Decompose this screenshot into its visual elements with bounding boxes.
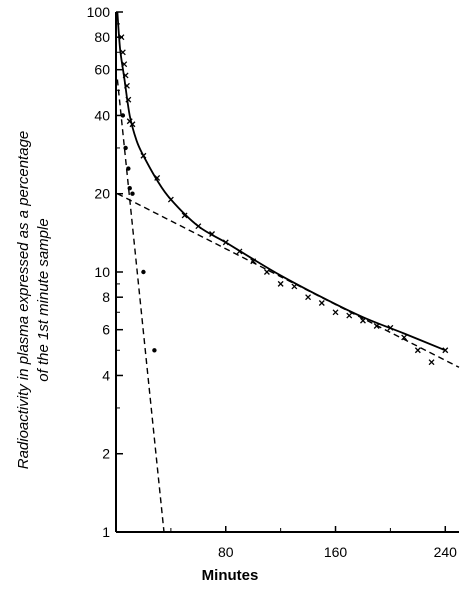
fit-line-dashed bbox=[117, 193, 460, 368]
cross-stroke bbox=[428, 359, 435, 366]
data-point-cross bbox=[360, 317, 366, 324]
data-point-cross bbox=[119, 49, 126, 56]
data-point-dot bbox=[141, 269, 146, 275]
data-point-cross bbox=[332, 309, 339, 316]
data-point-cross bbox=[122, 72, 129, 79]
cross-stroke bbox=[305, 294, 312, 301]
x-tick-label: 240 bbox=[434, 544, 458, 560]
cross-stroke bbox=[236, 248, 243, 255]
data-point-cross bbox=[236, 248, 243, 255]
cross-stroke bbox=[124, 82, 130, 89]
x-tick-label: 80 bbox=[218, 544, 234, 560]
cross-stroke bbox=[387, 324, 394, 331]
y-axis-label-line-1: Radioactivity in plasma expressed as a p… bbox=[15, 130, 32, 470]
axes bbox=[115, 12, 459, 533]
cross-stroke bbox=[291, 283, 298, 290]
data-points bbox=[118, 34, 449, 366]
cross-stroke bbox=[121, 61, 128, 68]
cross-stroke bbox=[118, 34, 125, 41]
y-tick-label: 1 bbox=[102, 524, 110, 540]
data-point-cross bbox=[181, 212, 188, 219]
fit-curve-solid bbox=[116, 11, 446, 352]
cross-stroke bbox=[442, 347, 449, 354]
cross-stroke bbox=[250, 258, 257, 265]
y-tick-label: 60 bbox=[94, 62, 110, 78]
data-point-dot bbox=[126, 166, 131, 171]
data-point-cross bbox=[222, 239, 229, 246]
data-point-cross bbox=[346, 312, 353, 319]
y-tick-label: 10 bbox=[94, 264, 110, 280]
cross-stroke bbox=[346, 312, 353, 319]
cross-stroke bbox=[360, 317, 366, 324]
data-point-dot bbox=[152, 348, 157, 353]
data-point-cross bbox=[118, 34, 125, 41]
cross-stroke bbox=[195, 223, 202, 230]
cross-stroke bbox=[401, 334, 408, 341]
data-point-cross bbox=[140, 152, 147, 159]
y-tick-label: 100 bbox=[87, 4, 111, 20]
x-tick-label: 160 bbox=[324, 544, 348, 560]
cross-stroke bbox=[119, 49, 126, 56]
x-axis-label: Minutes bbox=[201, 567, 259, 584]
data-point-cross bbox=[401, 334, 408, 341]
data-point-cross bbox=[124, 82, 130, 89]
cross-stroke bbox=[209, 231, 215, 237]
ticks: 1 2 4 6 8 10 20 40 60 80 100 80 160 240 bbox=[87, 4, 458, 560]
y-tick-label: 8 bbox=[102, 289, 110, 305]
cross-stroke bbox=[332, 309, 339, 316]
cross-stroke bbox=[263, 269, 270, 275]
data-point-cross bbox=[154, 174, 161, 181]
cross-stroke bbox=[318, 300, 325, 306]
cross-stroke bbox=[125, 96, 132, 103]
y-tick-label: 20 bbox=[94, 186, 110, 202]
data-point-cross bbox=[277, 280, 284, 287]
data-point-cross bbox=[318, 300, 325, 306]
cross-stroke bbox=[154, 174, 161, 181]
y-tick-label: 4 bbox=[102, 367, 110, 383]
cross-stroke bbox=[167, 196, 174, 203]
data-point-dot bbox=[130, 191, 135, 196]
data-point-cross bbox=[263, 269, 270, 275]
cross-stroke bbox=[373, 323, 380, 329]
cross-stroke bbox=[414, 347, 421, 354]
data-point-cross bbox=[305, 294, 312, 301]
data-point-cross bbox=[129, 121, 136, 128]
data-point-cross bbox=[209, 231, 215, 237]
cross-stroke bbox=[126, 118, 133, 125]
data-point-dot bbox=[127, 186, 132, 191]
data-point-cross bbox=[414, 347, 421, 354]
cross-stroke bbox=[222, 239, 229, 246]
data-point-dot bbox=[120, 113, 126, 118]
data-point-cross bbox=[125, 96, 132, 103]
data-point-cross bbox=[167, 196, 174, 203]
cross-stroke bbox=[277, 280, 284, 287]
fit-lines bbox=[116, 11, 460, 533]
data-point-cross bbox=[442, 347, 449, 354]
data-point-cross bbox=[250, 258, 257, 265]
data-point-cross bbox=[428, 359, 435, 366]
data-point-cross bbox=[195, 223, 202, 230]
y-tick-label: 40 bbox=[94, 107, 110, 123]
y-tick-label: 6 bbox=[102, 322, 110, 338]
cross-stroke bbox=[181, 212, 188, 219]
y-tick-label: 2 bbox=[102, 446, 110, 462]
data-point-cross bbox=[373, 323, 380, 329]
data-point-cross bbox=[121, 61, 128, 68]
data-point-dot bbox=[123, 145, 128, 151]
cross-stroke bbox=[122, 72, 129, 79]
y-tick-label: 80 bbox=[94, 29, 110, 45]
cross-stroke bbox=[140, 152, 147, 159]
fit-line-dashed bbox=[116, 79, 165, 533]
data-point-cross bbox=[387, 324, 394, 331]
cross-stroke bbox=[129, 121, 136, 128]
data-point-cross bbox=[291, 283, 298, 290]
y-axis-label-line-2: of the 1st minute sample bbox=[35, 218, 52, 382]
